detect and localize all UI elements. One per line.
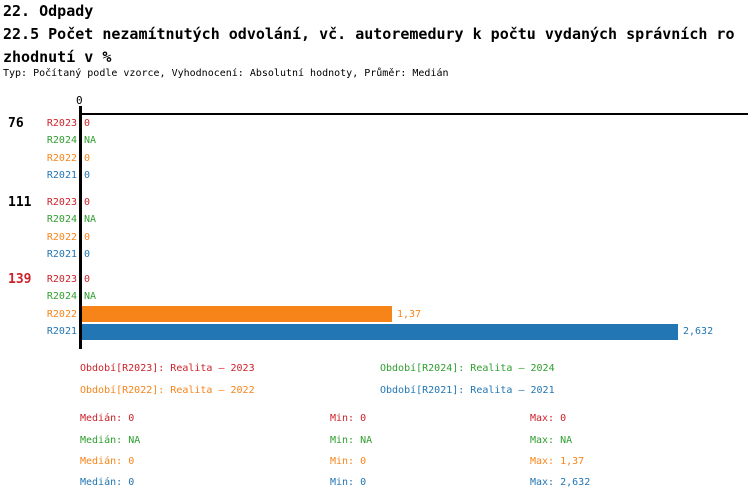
- series-label: R2022: [46, 308, 77, 320]
- legend-item-r2024: Období[R2024]: Realita – 2024: [380, 363, 555, 374]
- series-label: R2021: [46, 169, 77, 181]
- chart-row: R2022 0: [0, 150, 750, 167]
- chart-row: 139 R2023 0: [0, 271, 750, 288]
- stat-max-r2024: Max: NA: [530, 435, 573, 446]
- legend-item-r2023: Období[R2023]: Realita – 2023: [80, 363, 255, 374]
- value-label: 0: [84, 231, 91, 243]
- chart-meta-info: Typ: Počítaný podle vzorce, Vyhodnocení:…: [3, 68, 449, 79]
- stat-max-r2023: Max: 0: [530, 413, 567, 424]
- x-axis-line: [79, 113, 748, 115]
- group-label-139: 139: [8, 272, 32, 287]
- series-label: R2021: [46, 248, 77, 260]
- page-title-section: 22. Odpady: [3, 2, 94, 20]
- bar-r2022: [82, 306, 392, 323]
- value-label: 0: [84, 274, 91, 285]
- series-label: R2024: [46, 291, 77, 303]
- chart-row: 111 R2023 0: [0, 194, 750, 211]
- legend-item-r2022: Období[R2022]: Realita – 2022: [80, 385, 255, 396]
- group-label-111: 111: [8, 195, 32, 210]
- stat-median-r2021: Medián: 0: [80, 477, 135, 488]
- page-title-line1: 22.5 Počet nezamítnutých odvolání, vč. a…: [3, 25, 735, 43]
- bar-group-139: 139 R2023 0 R2024 NA R2022 1,37 R2021 2,…: [0, 271, 750, 340]
- chart-row: R2024 NA: [0, 211, 750, 228]
- value-label: 0: [84, 248, 91, 260]
- stat-median-r2022: Medián: 0: [80, 456, 135, 467]
- x-axis-zero-tick-label: 0: [76, 94, 83, 107]
- value-label: NA: [84, 214, 97, 226]
- group-label-76: 76: [8, 116, 24, 131]
- series-label: R2023: [46, 118, 77, 129]
- stat-median-r2024: Medián: NA: [80, 435, 141, 446]
- bar-row-r2022: 1,37: [82, 306, 421, 323]
- series-label: R2022: [46, 152, 77, 164]
- chart-row: R2021 0: [0, 246, 750, 263]
- value-label: NA: [84, 135, 97, 147]
- bar-value-label: 1,37: [397, 308, 422, 320]
- bar-r2021: [82, 323, 678, 340]
- stat-min-r2021: Min: 0: [330, 477, 367, 488]
- value-label: 0: [84, 118, 91, 129]
- series-label: R2024: [46, 214, 77, 226]
- page-title-line2: zhodnutí v %: [3, 48, 112, 66]
- value-label: 0: [84, 169, 91, 181]
- series-label: R2023: [46, 197, 77, 208]
- stat-median-r2023: Medián: 0: [80, 413, 135, 424]
- chart-row: R2024 NA: [0, 132, 750, 149]
- bar-row-r2021: 2,632: [82, 323, 713, 340]
- y-axis-line: [79, 106, 82, 349]
- chart-row: R2021 0: [0, 167, 750, 184]
- stat-min-r2022: Min: 0: [330, 456, 367, 467]
- value-label: NA: [84, 291, 97, 303]
- stat-min-r2023: Min: 0: [330, 413, 367, 424]
- chart-row: R2022 1,37: [0, 306, 750, 323]
- value-label: 0: [84, 197, 91, 208]
- series-label: R2023: [46, 274, 77, 285]
- legend-item-r2021: Období[R2021]: Realita – 2021: [380, 385, 555, 396]
- chart-row: R2021 2,632: [0, 323, 750, 340]
- bar-value-label: 2,632: [683, 326, 714, 338]
- stat-max-r2022: Max: 1,37: [530, 456, 585, 467]
- series-label: R2024: [46, 135, 77, 147]
- stat-min-r2024: Min: NA: [330, 435, 373, 446]
- bar-group-111: 111 R2023 0 R2024 NA R2022 0 R2021 0: [0, 194, 750, 263]
- chart-row: 76 R2023 0: [0, 115, 750, 132]
- value-label: 0: [84, 152, 91, 164]
- bar-group-76: 76 R2023 0 R2024 NA R2022 0 R2021 0: [0, 115, 750, 184]
- stat-max-r2021: Max: 2,632: [530, 477, 591, 488]
- series-label: R2022: [46, 231, 77, 243]
- series-label: R2021: [46, 325, 77, 337]
- chart-row: R2022 0: [0, 229, 750, 246]
- chart-row: R2024 NA: [0, 288, 750, 305]
